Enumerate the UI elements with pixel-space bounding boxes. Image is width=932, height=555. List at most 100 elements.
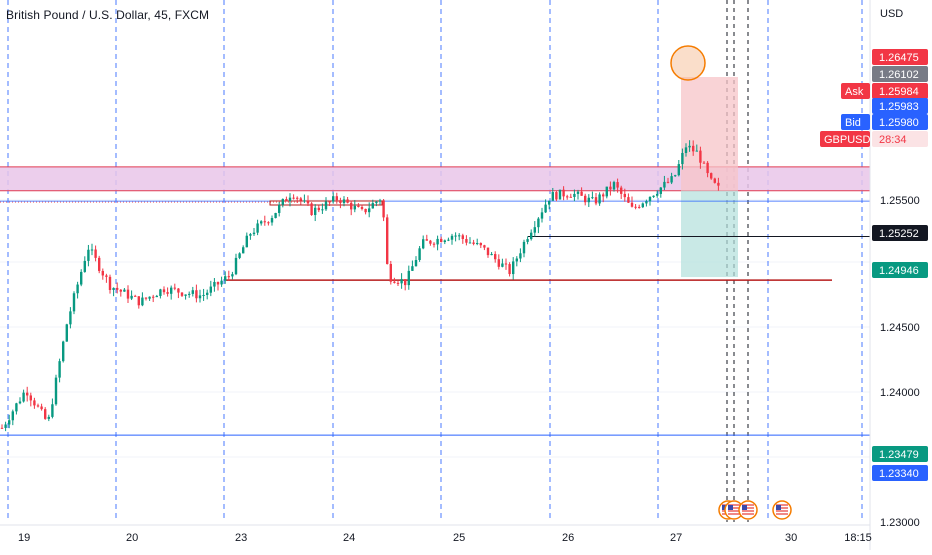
us-flag-event-icon[interactable]	[738, 500, 758, 520]
candle-body	[400, 279, 403, 284]
candle-body	[18, 401, 22, 404]
candle-body	[616, 182, 619, 188]
candle-body	[274, 212, 277, 219]
candle-body	[515, 258, 518, 262]
candle-body	[656, 193, 659, 196]
candle-body	[44, 409, 47, 419]
ask-zone[interactable]	[0, 166, 870, 191]
candle-body	[144, 297, 148, 299]
candle-body	[630, 202, 634, 207]
candle-body	[108, 276, 112, 290]
x-tick-label: 25	[453, 532, 465, 544]
candle-body	[526, 239, 529, 242]
candle-body	[231, 274, 234, 277]
price-label-green[interactable]: 1.24946	[872, 262, 928, 278]
candle-body	[357, 205, 360, 207]
price-label-dark[interactable]: 1.25252	[872, 225, 928, 241]
candle-body	[587, 197, 590, 203]
price-tag-text: Ask	[845, 86, 864, 98]
price-label-gray[interactable]: 1.26102	[872, 66, 928, 82]
candle-body	[465, 238, 468, 243]
time-axis[interactable]: 19 20 23 24 25 26 27 30 18:15	[0, 524, 872, 544]
candle-body	[80, 271, 83, 285]
candle-body	[332, 196, 335, 202]
candle-body	[411, 266, 414, 271]
candle-body	[450, 235, 454, 240]
price-label-symbol[interactable]: 28:34 GBPUSD	[820, 131, 928, 147]
us-flag-event-icon[interactable]	[772, 500, 792, 520]
price-label-ask[interactable]: 1.25984 Ask	[841, 83, 928, 99]
candle-body	[299, 198, 302, 201]
candle-body	[522, 241, 526, 254]
candle-body	[4, 424, 7, 428]
candle-body	[256, 223, 259, 233]
candle-body	[648, 196, 652, 202]
candle-body	[454, 235, 457, 237]
candle-body	[281, 199, 284, 205]
candle-body	[40, 406, 43, 410]
candle-body	[260, 221, 263, 224]
candle-body	[342, 199, 346, 203]
candle-body	[537, 218, 540, 228]
candle-body	[407, 270, 410, 286]
candle-body	[270, 218, 274, 223]
candle-body	[429, 240, 432, 244]
candle-body	[544, 204, 547, 213]
candle-body	[580, 191, 583, 196]
candle-body	[663, 181, 666, 188]
candle-body	[558, 189, 562, 200]
candle-body	[123, 289, 126, 292]
candle-body	[238, 253, 241, 258]
candle-body	[609, 186, 612, 190]
candle-body	[540, 212, 544, 219]
candle-body	[206, 292, 209, 295]
candle-body	[195, 290, 198, 299]
candle-body	[94, 249, 97, 258]
top-highlight-circle[interactable]	[670, 45, 706, 81]
candle-body	[479, 243, 482, 246]
candle-body	[0, 427, 4, 429]
x-tick-label: 30	[785, 532, 797, 544]
candle-body	[213, 281, 216, 287]
price-label-red[interactable]: 1.26475	[872, 49, 928, 65]
candle-body	[177, 288, 180, 293]
stop-zone[interactable]	[681, 77, 738, 191]
price-tag-text: GBPUSD	[824, 134, 871, 146]
candle-body	[512, 261, 515, 275]
candle-body	[692, 145, 695, 152]
x-tick-label: 18:15	[844, 532, 872, 544]
candle-body	[303, 200, 306, 202]
price-label-text: 1.25980	[879, 117, 919, 129]
candle-body	[710, 173, 713, 179]
candle-body	[555, 192, 558, 200]
x-tick-label: 27	[670, 532, 682, 544]
target-zone[interactable]	[681, 190, 738, 278]
candle-body	[569, 196, 572, 198]
candle-body	[137, 296, 140, 306]
candle-body	[486, 247, 490, 256]
price-label-bid[interactable]: 1.25980 Bid	[841, 114, 928, 130]
candle-body	[461, 235, 464, 239]
price-label-green[interactable]: 1.23479	[872, 446, 928, 462]
price-label-blue[interactable]: 1.23340	[872, 465, 928, 481]
candle-body	[216, 281, 220, 285]
candle-body	[670, 176, 673, 183]
candle-body	[605, 186, 608, 197]
candle-body	[209, 286, 212, 293]
candle-body	[418, 248, 421, 260]
candle-body	[483, 245, 486, 248]
price-axis[interactable]: 1.25500 1.25252 1.24500 1.24000 1.23000 1.264…	[820, 0, 932, 550]
candle-body	[573, 193, 576, 197]
candle-body	[490, 254, 493, 256]
candle-body	[576, 191, 580, 194]
candle-body	[598, 194, 601, 204]
candles	[0, 140, 720, 432]
candle-body	[468, 242, 472, 244]
price-label-text: 1.23479	[879, 449, 919, 461]
us-flag-event-icon[interactable]	[724, 500, 744, 520]
price-label-blue[interactable]: 1.25983	[872, 98, 928, 114]
candle-body	[472, 242, 475, 244]
candle-body	[519, 253, 522, 259]
